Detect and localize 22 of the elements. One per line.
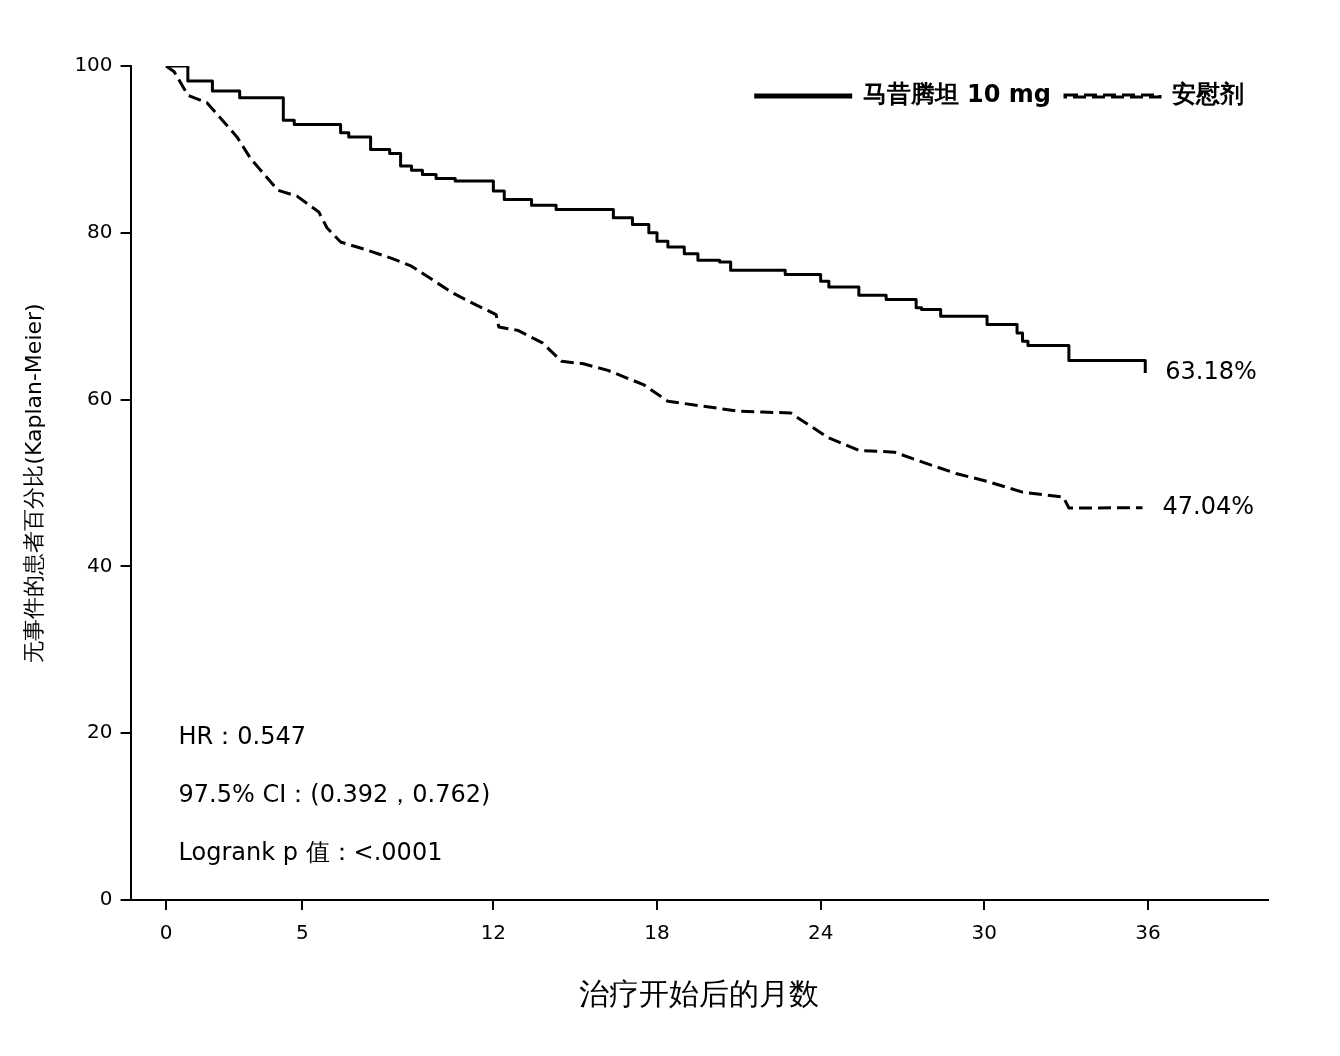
legend-label: 安慰剂 — [1172, 80, 1244, 109]
y-tick-label: 20 — [87, 719, 113, 744]
legend-label: 马昔腾坦 10 mg — [862, 80, 1051, 109]
y-tick-label: 0 — [99, 886, 113, 911]
y-tick-label: 100 — [74, 52, 113, 77]
x-tick-label: 12 — [480, 920, 507, 945]
x-axis-title: 治疗开始后的月数 — [579, 975, 820, 1011]
y-tick-label: 60 — [87, 385, 113, 410]
annotation: HR：0.547 — [178, 721, 307, 750]
y-axis-title: 无事件的患者百分比(Kaplan-Meier) — [20, 303, 46, 663]
annotation: 97.5% CI：(0.392，0.762) — [178, 779, 491, 808]
annotation: Logrank p 值：<.0001 — [178, 837, 443, 866]
annotation: 47.04% — [1162, 491, 1255, 520]
x-tick-label: 18 — [644, 920, 670, 945]
x-tick-label: 36 — [1135, 920, 1161, 945]
x-tick-label: 24 — [807, 920, 834, 945]
x-tick-label: 5 — [296, 920, 309, 945]
x-tick-label: 30 — [971, 920, 998, 945]
y-tick-label: 40 — [87, 552, 113, 577]
annotation: 63.18% — [1165, 357, 1257, 386]
x-tick-label: 0 — [159, 920, 173, 945]
y-tick-label: 80 — [87, 219, 113, 243]
